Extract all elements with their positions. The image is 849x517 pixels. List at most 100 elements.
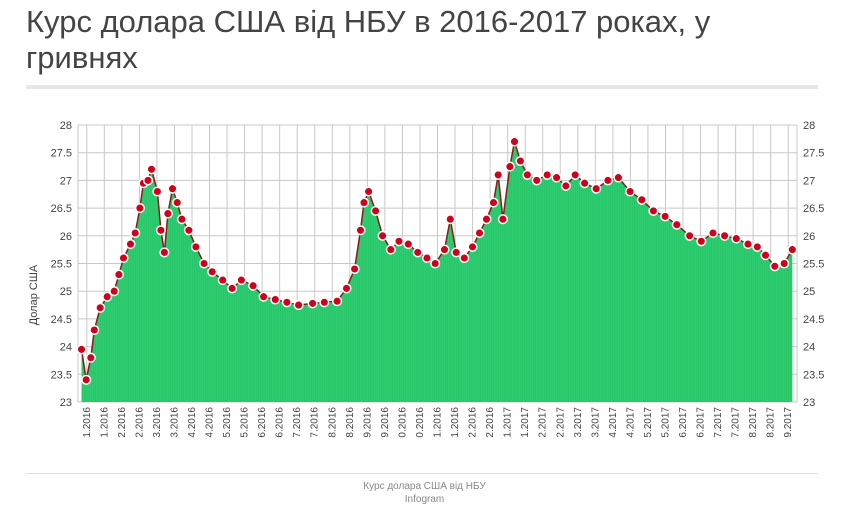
y-tick-label: 28 [803,120,815,132]
x-tick-label: 8.2017 [766,407,777,438]
x-tick-label: 8.2016 [345,407,356,438]
data-point [451,247,462,258]
data-point [542,169,553,180]
y-tick-label: 27.5 [803,148,824,160]
data-point [293,300,304,311]
y-tick-label: 24 [803,342,815,354]
y-tick-label: 23.5 [803,369,824,381]
data-point [636,194,647,205]
data-point [248,280,259,291]
y-tick-label: 24 [60,342,72,354]
data-point [742,239,754,250]
y-tick-label: 23 [60,397,72,409]
data-point [684,230,695,241]
data-point [671,219,682,230]
data-point [236,275,247,286]
data-point [152,186,163,197]
x-tick-label: 3.2017 [590,407,601,438]
y-tick-label: 25 [803,286,815,298]
x-tick-label: 3.2017 [573,407,584,438]
data-point [355,225,366,236]
data-point [76,344,87,355]
data-point [95,302,106,313]
data-point [515,155,526,167]
data-point [109,286,120,297]
x-tick-label: 8.2016 [327,407,338,438]
y-tick-label: 26.5 [803,203,824,215]
data-point [531,175,542,186]
data-point [102,291,113,302]
x-tick-label: 1.2017 [503,407,514,438]
data-point [707,227,719,239]
area-bars [82,148,792,402]
x-tick-label: 6.2017 [696,407,707,438]
x-tick-label: 0.2016 [415,407,426,438]
data-point [270,294,281,305]
credit-link[interactable]: Infogram [404,494,445,505]
x-tick-label: 4.2017 [625,407,636,438]
x-tick-label: 2.2017 [555,407,566,438]
data-point [504,161,515,172]
data-point [393,236,405,247]
data-point [319,297,330,308]
y-tick-label: 27.5 [51,148,72,160]
page-title: Курс долара США від НБУ в 2016-2017 рока… [26,4,711,75]
data-point [85,352,96,363]
data-point [497,214,508,225]
data-point [363,186,374,197]
x-tick-label: 7.2017 [713,407,724,438]
x-tick-label: 3.2016 [152,407,163,438]
data-point [459,252,470,264]
series-markers [76,136,798,385]
data-point [591,183,602,194]
data-point [445,214,456,225]
x-tick-label: 0.2016 [397,407,408,438]
y-tick-label: 24.5 [803,314,824,326]
x-tick-label: 9.2016 [380,407,391,438]
x-tick-label: 7.2016 [310,407,321,438]
x-tick-label: 7.2016 [292,407,303,438]
y-tick-label: 24.5 [51,314,72,326]
y-tick-label: 25.5 [51,259,72,271]
data-point [118,252,129,264]
data-point [760,250,771,261]
x-tick-label: 8.2017 [748,407,759,438]
data-point [560,180,571,191]
data-point [602,175,613,186]
data-point [134,203,145,214]
x-tick-label: 5.2016 [240,407,251,438]
y-tick-label: 26 [60,231,72,243]
x-tick-label: 3.2016 [170,407,181,438]
data-point [551,172,562,183]
data-point [142,175,154,186]
data-point [509,136,520,147]
data-point [493,169,504,180]
x-tick-label: 2.2016 [485,407,496,438]
x-tick-label: 1.2016 [433,407,444,438]
data-point [332,296,343,307]
y-axis-right-ticks: 23 23.5 24 24.5 25 25.5 26 26.5 27 27.5 28 [803,120,824,409]
data-point [467,241,478,252]
data-point [159,247,170,258]
y-tick-label: 27 [803,175,815,187]
data-point [81,374,92,385]
x-tick-label: 2.2017 [538,407,549,438]
x-tick-label: 6.2017 [678,407,689,438]
x-tick-label: 1.2017 [520,407,531,438]
data-point [430,258,441,269]
x-tick-label: 9.2017 [783,407,794,438]
data-point [648,205,659,216]
x-tick-label: 2.2016 [117,407,128,438]
x-tick-label: 5.2017 [661,407,672,438]
data-point [199,258,210,269]
data-point [412,247,423,258]
x-tick-label: 2.2016 [134,407,145,438]
data-point [570,169,581,180]
data-point [176,214,187,225]
footer-divider [26,473,818,474]
data-point [439,244,450,255]
x-tick-label: 7.2017 [731,407,742,438]
data-point [258,291,269,302]
data-point [613,172,624,183]
data-point [183,225,194,236]
